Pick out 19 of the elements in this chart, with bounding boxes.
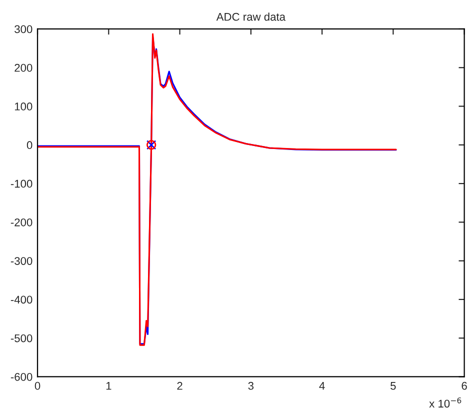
y-tick-label: 100 [14, 102, 32, 110]
y-tick-label: -600 [10, 373, 32, 381]
text: x 10$^{−6}$ [429, 397, 462, 408]
chart-title: ADC raw data [216, 12, 286, 21]
y-tick-label: -100 [10, 180, 32, 188]
x-tick-label: 5 [390, 382, 396, 390]
y-tick-label: 0 [26, 141, 32, 150]
x-tick-label: 2 [177, 382, 182, 390]
x-tick-label: 1 [106, 382, 112, 390]
y-tick-label: -200 [10, 218, 32, 226]
y-tick-label: -500 [10, 334, 32, 342]
y-tick-label: 300 [14, 25, 32, 34]
y-tick-label: -300 [10, 257, 32, 265]
x-tick-label: 4 [319, 382, 325, 390]
x-tick-label: 6 [462, 382, 467, 390]
x-tick-label: 0 [34, 382, 40, 390]
y-tick-label: -400 [10, 296, 32, 304]
y-tick-label: 200 [14, 64, 32, 72]
x-tick-label: 3 [248, 382, 254, 390]
